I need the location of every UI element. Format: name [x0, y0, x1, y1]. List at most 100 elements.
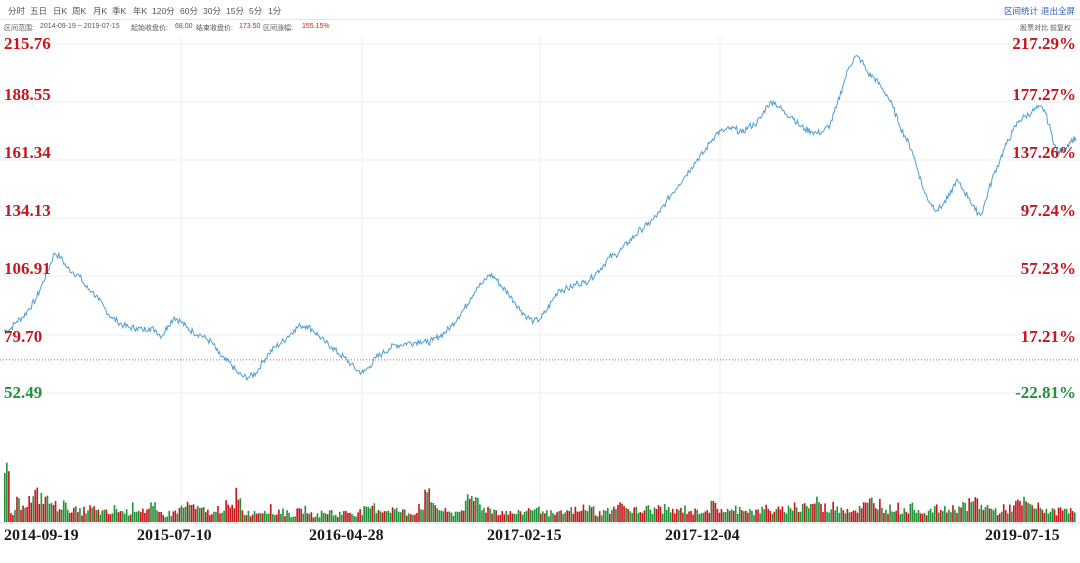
volume-bar — [722, 512, 725, 522]
volume-bar — [846, 508, 849, 522]
volume-bar — [588, 505, 591, 522]
volume-bar — [972, 501, 975, 522]
period-tab[interactable]: 年K — [133, 6, 148, 16]
volume-bar — [399, 512, 402, 522]
volume-bar — [893, 512, 895, 522]
period-tab[interactable]: 60分 — [180, 6, 198, 16]
volume-bar — [948, 509, 950, 522]
volume-bar — [221, 512, 223, 522]
range-stats-button[interactable]: 区间统计 — [1004, 6, 1039, 16]
volume-bar — [1002, 504, 1005, 522]
volume-bar — [799, 511, 802, 522]
volume-bar — [1071, 511, 1074, 522]
volume-bar — [810, 504, 812, 522]
period-tab[interactable]: 五日 — [30, 6, 48, 16]
volume-bar — [905, 511, 908, 522]
volume-bar — [913, 509, 916, 522]
period-tab[interactable]: 月K — [93, 6, 108, 16]
volume-bar — [923, 512, 926, 522]
volume-bar — [36, 487, 39, 522]
volume-bar — [1045, 508, 1048, 522]
volume-bar — [560, 510, 562, 522]
volume-bar — [32, 496, 35, 522]
period-tab[interactable]: 120分 — [152, 6, 175, 16]
volume-bar — [320, 510, 323, 522]
volume-bar — [456, 511, 459, 522]
volume-bar — [446, 511, 449, 522]
volume-bar — [316, 513, 319, 522]
volume-bar — [367, 506, 370, 522]
volume-bar — [436, 508, 439, 522]
volume-bar — [1047, 513, 1050, 522]
volume-bar — [911, 502, 914, 522]
volume-bar — [1043, 512, 1046, 522]
volume-bar — [22, 505, 24, 522]
volume-bar — [676, 509, 678, 522]
volume-bar — [909, 504, 912, 522]
volume-bar — [127, 515, 130, 522]
volume-bar — [1004, 510, 1007, 522]
volume-bar — [576, 511, 579, 522]
volume-bar — [265, 513, 268, 522]
volume-bar — [296, 508, 298, 522]
volume-bar — [414, 514, 416, 522]
volume-bar — [26, 506, 28, 522]
y-tick-label-left: 106.91 — [4, 259, 51, 278]
volume-bar — [166, 516, 169, 522]
volume-bar — [14, 510, 16, 522]
volume-bar — [85, 513, 87, 522]
volume-bar — [66, 509, 69, 522]
period-tab[interactable]: 分时 — [8, 6, 26, 16]
volume-bar — [334, 514, 337, 522]
volume-bar — [931, 512, 934, 522]
volume-bar — [489, 508, 491, 522]
period-tab[interactable]: 30分 — [203, 6, 221, 16]
volume-bar — [1037, 502, 1040, 522]
volume-bar — [75, 506, 77, 522]
volume-bar — [493, 509, 495, 522]
period-tab[interactable]: 5分 — [249, 6, 263, 16]
volume-bar — [56, 511, 59, 522]
volume-bar — [507, 514, 510, 522]
volume-bar — [434, 505, 437, 522]
volume-bar — [345, 510, 347, 522]
volume-bar — [50, 503, 53, 522]
volume-bar — [935, 504, 938, 522]
period-tab[interactable]: 周K — [72, 6, 87, 16]
volume-bar — [111, 513, 114, 522]
volume-bar — [148, 508, 150, 522]
exit-fullscreen-button[interactable]: 退出全屏 — [1041, 6, 1076, 16]
period-tab[interactable]: 15分 — [226, 6, 244, 16]
volume-bar — [736, 513, 739, 522]
period-tab[interactable]: 日K — [53, 6, 68, 16]
volume-bar — [269, 504, 272, 522]
volume-bar — [343, 511, 345, 522]
volume-bar — [789, 508, 792, 522]
y-tick-label-left: 52.49 — [4, 383, 43, 402]
range-label: 区间范围: — [4, 25, 34, 32]
compare-and-adjust-links[interactable]: 股票对比 前复权 — [1020, 25, 1071, 32]
volume-bar — [680, 508, 682, 522]
volume-bar — [497, 515, 499, 522]
volume-bar — [450, 512, 453, 522]
volume-bar — [537, 506, 540, 522]
volume-bar — [1035, 508, 1038, 522]
volume-bar — [397, 511, 400, 522]
volume-bar — [568, 511, 571, 522]
range-value: 2014-09-19 ~ 2019-07-15 — [40, 23, 120, 30]
period-tab[interactable]: 1分 — [268, 6, 282, 16]
volume-bar — [663, 504, 666, 522]
volume-bar — [162, 514, 164, 522]
volume-bar — [651, 514, 654, 522]
volume-bar — [219, 513, 221, 522]
period-tab[interactable]: 季K — [112, 6, 127, 16]
volume-bar — [613, 506, 615, 522]
volume-bar — [738, 506, 741, 522]
volume-bar — [631, 513, 633, 522]
volume-bar — [842, 510, 845, 522]
volume-bar — [755, 509, 757, 522]
volume-bar — [351, 513, 353, 522]
volume-bar — [217, 506, 219, 522]
volume-bar — [862, 502, 865, 522]
volume-bar — [328, 510, 331, 522]
